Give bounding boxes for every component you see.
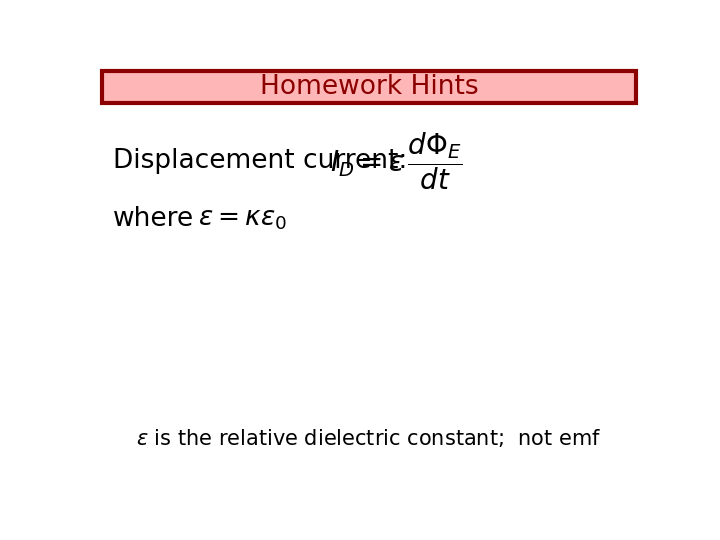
Text: Homework Hints: Homework Hints xyxy=(260,74,478,100)
Text: $\varepsilon = \kappa\varepsilon_0$: $\varepsilon = \kappa\varepsilon_0$ xyxy=(199,206,287,232)
Text: $I_D = \varepsilon\,\dfrac{d\Phi_E}{dt}$: $I_D = \varepsilon\,\dfrac{d\Phi_E}{dt}$ xyxy=(330,130,462,192)
Text: $\varepsilon$ is the relative dielectric constant;  not emf: $\varepsilon$ is the relative dielectric… xyxy=(136,427,602,449)
Text: where: where xyxy=(113,206,194,232)
Text: Displacement current:: Displacement current: xyxy=(113,148,408,174)
FancyBboxPatch shape xyxy=(102,71,636,103)
